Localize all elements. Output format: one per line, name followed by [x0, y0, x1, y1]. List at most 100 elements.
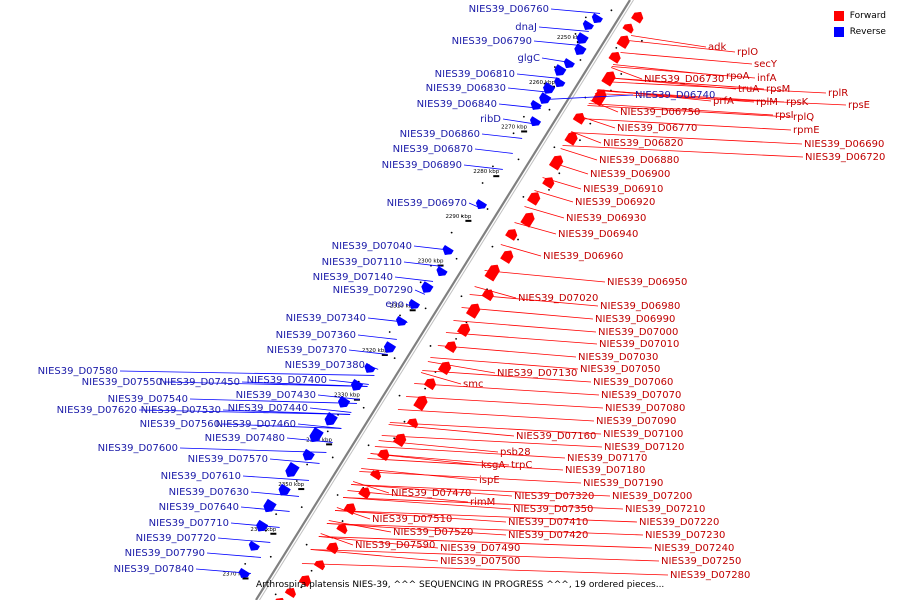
forward-gene-arrow — [298, 575, 311, 588]
forward-connector — [631, 35, 707, 48]
forward-connector — [414, 383, 600, 396]
forward-gene-label: NIES39_D06980 — [600, 301, 680, 312]
reverse-connector — [348, 349, 388, 355]
forward-connector — [453, 320, 597, 333]
reverse-connector — [394, 276, 434, 282]
reverse-gene-arrow — [248, 540, 260, 551]
forward-gene-arrow — [326, 542, 339, 555]
track-dot — [517, 158, 520, 161]
track-dot — [341, 520, 344, 522]
forward-connector — [318, 536, 439, 549]
forward-connector — [588, 103, 774, 116]
forward-connector — [359, 471, 582, 484]
forward-gene-label: NIES39_D07190 — [583, 478, 663, 489]
forward-connector — [627, 40, 736, 53]
reverse-gene-label: NIES39_D07110 — [322, 257, 402, 268]
reverse-connector — [269, 458, 320, 464]
forward-connector — [469, 294, 599, 307]
forward-gene-label: NIES39_D07180 — [565, 465, 645, 476]
forward-gene-label: NIES39_D07160 — [516, 431, 596, 442]
axis-tick — [521, 130, 528, 133]
reverse-gene-arrow — [591, 13, 604, 24]
reverse-connector — [502, 118, 532, 124]
forward-connector — [397, 409, 595, 422]
track-dot — [264, 529, 267, 532]
forward-connector — [579, 118, 792, 131]
forward-connector — [620, 52, 753, 65]
track-dot — [522, 115, 525, 118]
forward-connector — [367, 458, 564, 471]
reverse-gene-label: NIES39_D07540 — [108, 394, 188, 405]
forward-gene-label: rpsE — [848, 100, 870, 111]
forward-connector — [301, 563, 669, 576]
reverse-gene-label: NIES39_D06970 — [387, 198, 467, 209]
forward-gene-label: adk — [708, 42, 726, 53]
forward-connector — [422, 370, 592, 383]
track-dot — [393, 357, 396, 359]
axis-tick — [465, 219, 472, 222]
forward-gene-arrow — [413, 395, 428, 411]
reverse-connector — [463, 164, 503, 170]
axis-tick-label: 2300 kbp — [418, 259, 444, 265]
forward-gene-label: secY — [754, 59, 778, 70]
caption: Arthrospira platensis NIES-39, ^^^ SEQUE… — [256, 580, 665, 590]
track-dot — [579, 139, 581, 142]
forward-gene-arrow — [444, 341, 457, 354]
reverse-gene-label: NIES39_D06830 — [426, 83, 506, 94]
forward-gene-label: NIES39_D07170 — [567, 453, 647, 464]
forward-gene-label: NIES39_D07500 — [440, 556, 520, 567]
forward-connector — [430, 357, 579, 370]
track-dot — [512, 132, 515, 135]
reverse-connector — [317, 394, 360, 400]
reverse-gene-arrow — [395, 315, 408, 326]
reverse-gene-label: eno — [385, 299, 404, 310]
track-dot — [620, 73, 623, 75]
reverse-gene-label: NIES39_D07630 — [169, 487, 249, 498]
axis-tick — [353, 398, 360, 401]
axis-tick-label: 2250 kbp — [557, 35, 583, 41]
forward-connector — [326, 523, 507, 536]
forward-connector — [351, 484, 611, 497]
forward-gene-label: NIES39_D06960 — [543, 251, 623, 262]
forward-connector — [343, 497, 512, 510]
forward-gene-label: ksgA — [481, 460, 505, 471]
forward-gene-label: NIES39_D06900 — [590, 169, 670, 180]
forward-gene-label: ispE — [479, 475, 500, 486]
forward-gene-label: rpsK — [786, 97, 809, 108]
forward-gene-label: NIES39_D07120 — [604, 442, 684, 453]
forward-gene-label: trpC — [511, 460, 532, 471]
forward-connector — [427, 361, 496, 374]
forward-gene-label: rpoA — [726, 71, 750, 82]
reverse-gene-arrow — [436, 266, 448, 277]
forward-gene-label: NIES39_D07090 — [596, 416, 676, 427]
reverse-gene-label: NIES39_D07720 — [136, 533, 216, 544]
reverse-connector — [179, 447, 327, 453]
axis-tick-label: 2260 kbp — [529, 80, 555, 86]
reverse-connector — [189, 398, 357, 404]
axis-tick-label: 2350 kbp — [278, 482, 304, 488]
forward-connector — [562, 145, 804, 158]
reverse-swatch — [833, 27, 844, 37]
track-dot — [274, 593, 277, 596]
reverse-gene-label: ribD — [480, 114, 501, 125]
axis-tick — [326, 443, 333, 446]
forward-gene-arrow — [631, 11, 644, 24]
forward-gene-label: NIES39_D07350 — [513, 504, 593, 515]
forward-connector — [320, 533, 354, 546]
forward-connector — [551, 162, 589, 175]
track-dot — [517, 238, 519, 241]
track-dot — [492, 165, 494, 168]
forward-gene-arrow — [616, 35, 630, 50]
reverse-gene-label: NIES39_D07480 — [205, 433, 285, 444]
legend-item-forward: Forward — [833, 8, 886, 24]
reverse-gene-label: NIES39_D07040 — [332, 241, 412, 252]
reverse-connector — [403, 261, 443, 267]
forward-gene-arrow — [313, 560, 326, 571]
forward-connector — [388, 424, 515, 437]
forward-gene-arrow — [608, 51, 621, 64]
reverse-gene-arrow — [421, 281, 434, 293]
reverse-gene-arrow — [554, 64, 567, 76]
track-dot — [275, 513, 278, 516]
forward-gene-arrow — [336, 524, 348, 535]
track-dot — [300, 506, 303, 509]
